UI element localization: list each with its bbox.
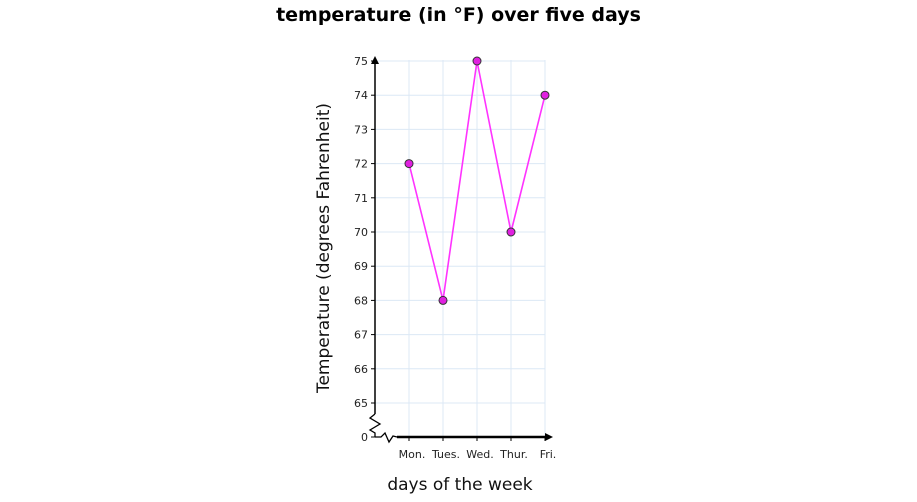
y-tick-label: 65: [354, 397, 368, 410]
axes: [368, 56, 553, 444]
grid-lines: [375, 60, 546, 437]
x-axis-break: [375, 431, 398, 444]
x-tick-label: Thur.: [499, 448, 528, 461]
y-tick-label: 0: [361, 431, 368, 444]
x-tick-label: Fri.: [540, 448, 557, 461]
y-tick-label: 74: [354, 89, 368, 102]
x-tick-label: Wed.: [466, 448, 493, 461]
data-point: [506, 227, 516, 237]
data-point: [540, 90, 550, 100]
tick-labels: 0 65 66 67 68 69 70 71 72 73 74 75 Mon. Tues. Wed. Thur…: [354, 55, 556, 461]
y-tick-label: 69: [354, 260, 368, 273]
data-series: [404, 56, 550, 305]
y-axis-arrow: [371, 56, 379, 64]
y-axis-break: [368, 413, 382, 437]
x-axis-arrow: [545, 433, 553, 441]
x-tick-label: Mon.: [399, 448, 426, 461]
y-tick-label: 71: [354, 192, 368, 205]
y-axis-title: Temperature (degrees Fahrenheit): [314, 103, 334, 394]
data-point: [404, 159, 414, 169]
y-tick-label: 70: [354, 226, 368, 239]
x-tick-label: Tues.: [431, 448, 460, 461]
data-point: [472, 56, 482, 66]
x-axis-title: days of the week: [387, 475, 532, 495]
y-tick-label: 67: [354, 329, 368, 342]
y-tick-label: 72: [354, 158, 368, 171]
y-tick-label: 66: [354, 363, 368, 376]
data-point: [438, 295, 448, 305]
chart-title: temperature (in °F) over five days: [276, 4, 641, 26]
y-tick-label: 75: [354, 55, 368, 68]
y-tick-label: 68: [354, 294, 368, 307]
y-tick-label: 73: [354, 123, 368, 136]
